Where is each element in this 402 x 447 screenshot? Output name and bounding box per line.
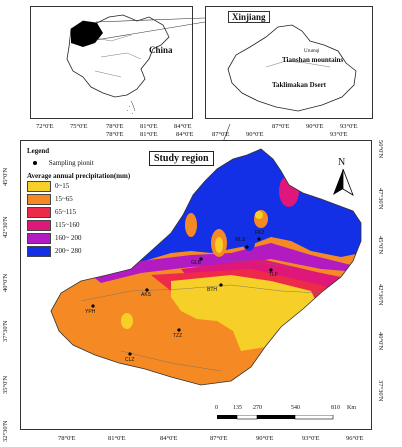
legend-precip-title: Average annual precipitation(mm) — [27, 172, 131, 180]
china-inset: China — [30, 6, 193, 119]
legend-title: Legend — [27, 147, 50, 155]
main-map-frame: YPH AKS TZZ CLZ BTH TLF FKZ MLS GLB Stud… — [20, 140, 372, 430]
xinjiang-inset: Xinjiang Urumqi Tianshan mountains Takli… — [205, 6, 373, 119]
tianshan-label: Tianshan mountains — [282, 56, 344, 64]
legend-class-2: 65~115 — [27, 206, 187, 219]
legend-class-4: 160~ 200 — [27, 232, 187, 245]
legend-class-3: 115~160 — [27, 219, 187, 232]
site-yph: YPH — [85, 309, 96, 315]
site-bth: BTH — [207, 287, 217, 293]
site-glb: GLB — [191, 260, 202, 266]
legend-class-0: 0~15 — [27, 180, 187, 193]
sampling-point-icon — [33, 161, 37, 166]
sampling-points — [91, 237, 273, 356]
china-label: China — [149, 45, 173, 55]
swatch-3 — [27, 219, 51, 231]
site-tlf: TLF — [269, 272, 278, 278]
urumqi-label: Urumqi — [304, 49, 320, 54]
swatch-4 — [27, 232, 51, 244]
precipitation-map — [50, 148, 362, 386]
north-arrow-icon — [333, 169, 354, 196]
site-clz: CLZ — [125, 357, 135, 363]
legend-class-5: 200~ 280 — [27, 245, 187, 258]
scale-bar: 0 135 270 540 810 Km — [215, 405, 365, 427]
north-label: N — [338, 157, 346, 168]
xinjiang-outline — [227, 24, 357, 112]
xinjiang-title: Xinjiang — [228, 11, 270, 23]
site-tzz: TZZ — [173, 333, 183, 339]
swatch-5 — [27, 245, 51, 257]
north-arrow: N — [331, 157, 355, 197]
swatch-2 — [27, 206, 51, 218]
site-fkz: FKZ — [255, 230, 265, 236]
scale-bar-ticks: 0 135 270 540 810 Km — [215, 405, 356, 411]
taklimakan-label: Taklimakan Dsert — [272, 81, 327, 89]
study-region-label: Study region — [149, 151, 214, 166]
legend-sampling-point: Sampling pionit — [27, 157, 187, 170]
swatch-1 — [27, 193, 51, 205]
site-aks: AKS — [141, 292, 152, 298]
swatch-0 — [27, 180, 51, 192]
legend: Legend Sampling pionit Average annual pr… — [27, 147, 187, 258]
legend-class-1: 15~65 — [27, 193, 187, 206]
site-mls: MLS — [235, 237, 246, 243]
china-outline — [66, 14, 170, 115]
scale-bar-graphic — [217, 415, 334, 420]
xinjiang-highlight — [71, 21, 103, 47]
